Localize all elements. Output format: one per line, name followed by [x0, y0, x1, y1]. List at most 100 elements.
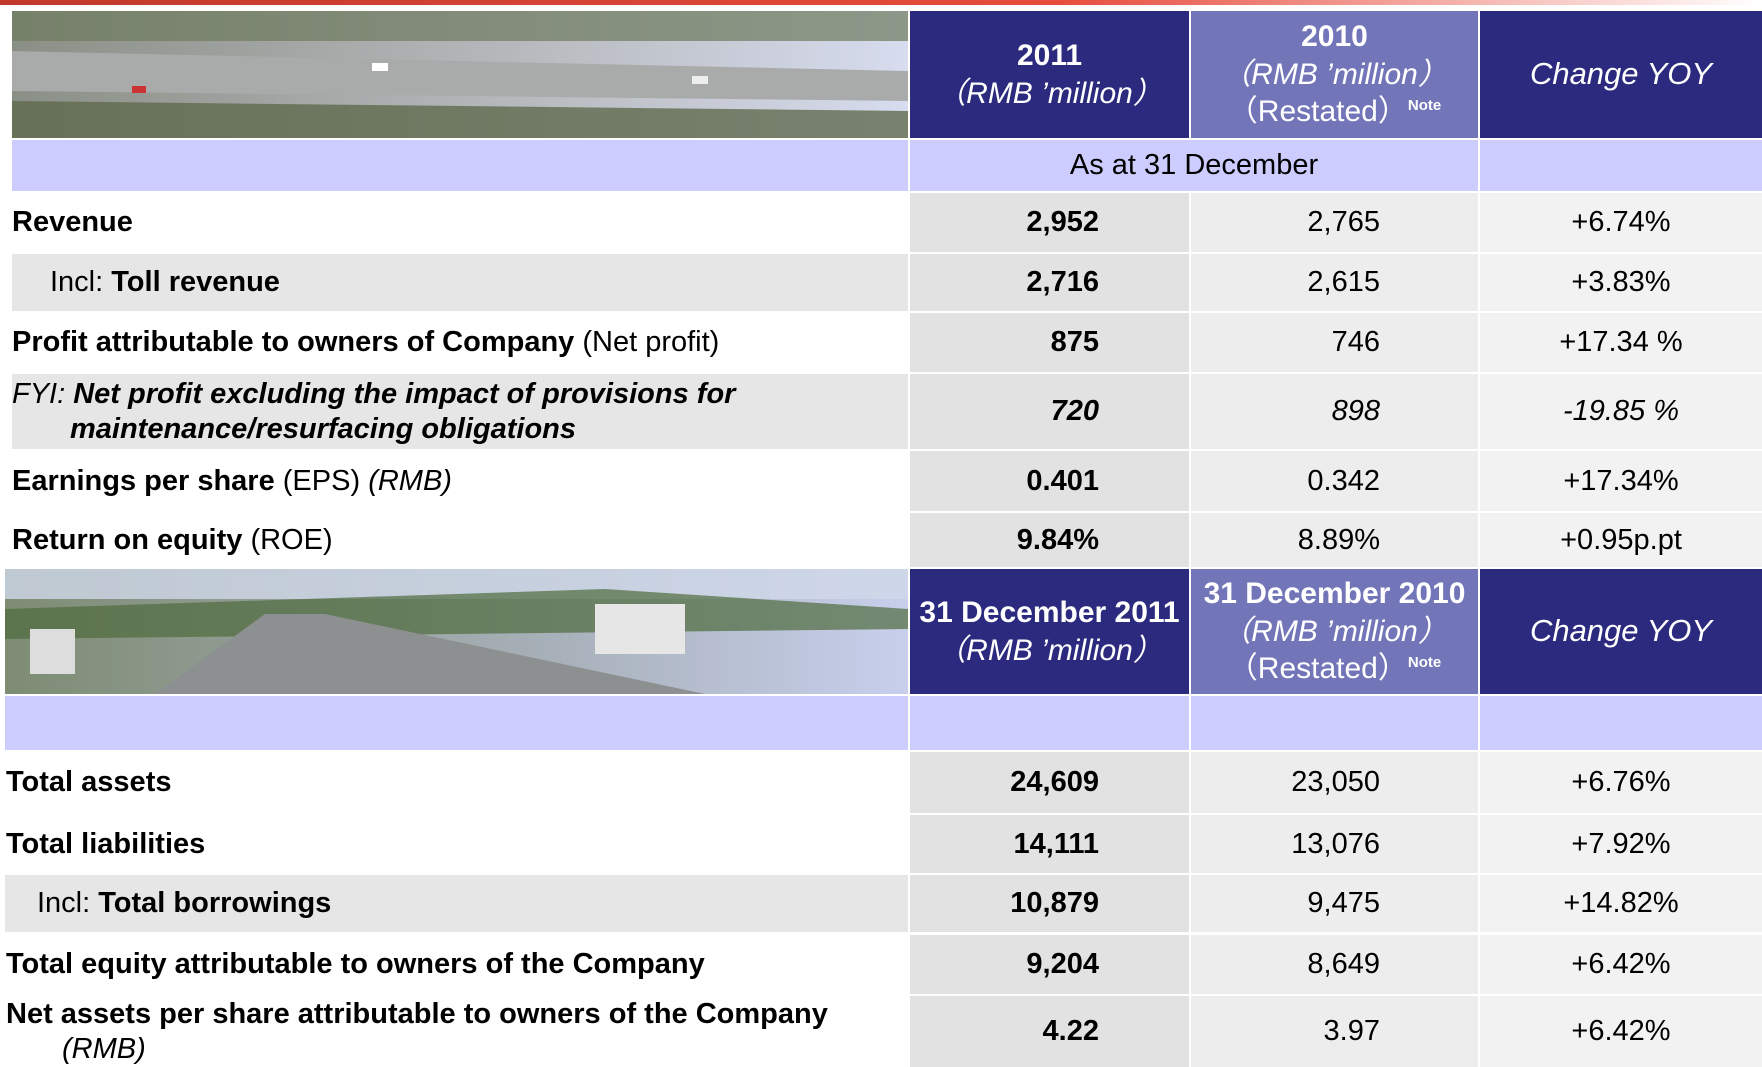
value: 23,050	[1291, 766, 1380, 799]
value-cell: +14.82%	[1480, 875, 1762, 932]
header-cell: 2010 （RMB ’million） （Restated）Note	[1191, 11, 1478, 138]
value-cell: 23,050	[1191, 752, 1478, 813]
header-cell: 31 December 2010 （RMB ’million） （Restated）…	[1191, 569, 1478, 694]
row-label: Net assets per share attributable to own…	[0, 996, 908, 1067]
header-title: Change YOY	[1529, 56, 1713, 92]
label-part: Total liabilities	[6, 827, 206, 860]
value-cell: -19.85 %	[1480, 374, 1762, 449]
label: Revenue	[0, 205, 173, 240]
value: +6.42%	[1571, 948, 1671, 981]
row-label: FYI: Net profit excluding the impact of …	[12, 374, 908, 449]
header-cell: Change YOY	[1480, 11, 1762, 138]
value: +6.76%	[1571, 766, 1671, 799]
header-unit: （RMB ’million）	[936, 76, 1163, 110]
label: Return on equity (ROE)	[0, 523, 373, 558]
value-cell: 9,475	[1191, 875, 1478, 932]
header-unit: （RMB ’million）	[1221, 57, 1448, 91]
label: FYI: Net profit excluding the impact of …	[12, 377, 908, 447]
value: +6.42%	[1571, 1015, 1671, 1048]
value-cell: 720	[910, 374, 1189, 449]
row-label: Incl: Toll revenue	[12, 254, 908, 311]
value-cell: 14,111	[910, 815, 1189, 873]
label-part: (EPS)	[274, 464, 369, 497]
value-cell: 9.84%	[910, 513, 1189, 567]
value: -19.85 %	[1562, 395, 1680, 428]
value-cell: 875	[910, 313, 1189, 372]
blank-band	[5, 696, 908, 750]
row-label: Total liabilities	[0, 815, 908, 873]
period: As at 31 December	[1069, 149, 1319, 182]
value: 3.97	[1323, 1015, 1380, 1048]
label-part: Total equity attributable to owners of t…	[6, 948, 705, 981]
value-cell: +6.42%	[1480, 996, 1762, 1067]
label-part: Return on equity	[12, 523, 243, 556]
row-label: Total assets	[0, 752, 908, 813]
row-label: Profit attributable to owners of Company…	[0, 313, 908, 372]
label-part: Toll revenue	[111, 266, 280, 299]
period-band	[1480, 140, 1762, 191]
note: Note	[1407, 97, 1442, 115]
value: 13,076	[1291, 827, 1380, 860]
label-part: Total borrowings	[98, 887, 332, 920]
blank-band	[1191, 696, 1478, 750]
value: 4.22	[1042, 1015, 1099, 1048]
value: +6.74%	[1571, 206, 1671, 239]
label-part: Incl:	[37, 887, 99, 920]
header-unit: （RMB ’million）	[936, 633, 1163, 667]
value-cell: +17.34 %	[1480, 313, 1762, 372]
value: 2,716	[1026, 266, 1099, 299]
value: 2,952	[1026, 206, 1099, 239]
value: +17.34 %	[1559, 326, 1683, 359]
header-title: 2011	[1016, 39, 1083, 72]
value-cell: 9,204	[910, 935, 1189, 994]
label: Total assets	[0, 765, 211, 800]
header-title: 31 December 2010	[1203, 577, 1466, 611]
value: 24,609	[1010, 766, 1099, 799]
label-part: FYI:	[12, 377, 74, 410]
value-cell: 746	[1191, 313, 1478, 372]
value-cell: 0.342	[1191, 451, 1478, 511]
value: +0.95p.pt	[1560, 523, 1682, 556]
label-part: Net profit excluding the impact of provi…	[70, 377, 736, 445]
value-cell: 2,765	[1191, 193, 1478, 252]
label-part: (RMB)	[62, 1032, 146, 1065]
value: +14.82%	[1563, 887, 1679, 920]
note: Note	[1407, 654, 1442, 672]
label: Earnings per share (EPS) (RMB)	[0, 464, 492, 499]
value-cell: 2,716	[910, 254, 1189, 311]
label: Profit attributable to owners of Company…	[0, 325, 759, 360]
row-label: Total equity attributable to owners of t…	[0, 935, 908, 994]
header-restated: （Restated）Note	[1228, 650, 1441, 688]
value: 875	[1050, 326, 1099, 359]
period-cell: As at 31 December	[910, 140, 1478, 191]
restated: （Restated）	[1227, 652, 1408, 686]
header-cell: 31 December 2011 （RMB ’million）	[910, 569, 1189, 694]
highway-photo	[5, 569, 908, 694]
header-title: Change YOY	[1529, 613, 1713, 649]
header-unit: （RMB ’million）	[1221, 614, 1448, 648]
value-cell: 13,076	[1191, 815, 1478, 873]
value: 2,765	[1307, 206, 1380, 239]
row-label: Return on equity (ROE)	[0, 513, 908, 567]
value: 8,649	[1307, 948, 1380, 981]
value: 9.84%	[1016, 523, 1099, 556]
header-restated: （Restated）Note	[1228, 93, 1441, 131]
value: 2,615	[1307, 266, 1380, 299]
label-part: Earnings per share	[12, 464, 275, 497]
label-part: Incl:	[50, 266, 112, 299]
value-cell: +6.74%	[1480, 193, 1762, 252]
label-part: Profit attributable to owners of Company	[12, 326, 575, 359]
value: +3.83%	[1571, 266, 1671, 299]
value: 746	[1331, 326, 1380, 359]
value-cell: +6.76%	[1480, 752, 1762, 813]
value: 8.89%	[1297, 523, 1380, 556]
row-label: Incl: Total borrowings	[5, 875, 908, 932]
value: +7.92%	[1571, 827, 1671, 860]
label-part: Total assets	[6, 766, 172, 799]
value-cell: 10,879	[910, 875, 1189, 932]
header-title: 31 December 2011	[919, 596, 1180, 629]
label-part: (ROE)	[242, 523, 333, 556]
value: 14,111	[1013, 827, 1100, 860]
row-label: Earnings per share (EPS) (RMB)	[0, 451, 908, 511]
